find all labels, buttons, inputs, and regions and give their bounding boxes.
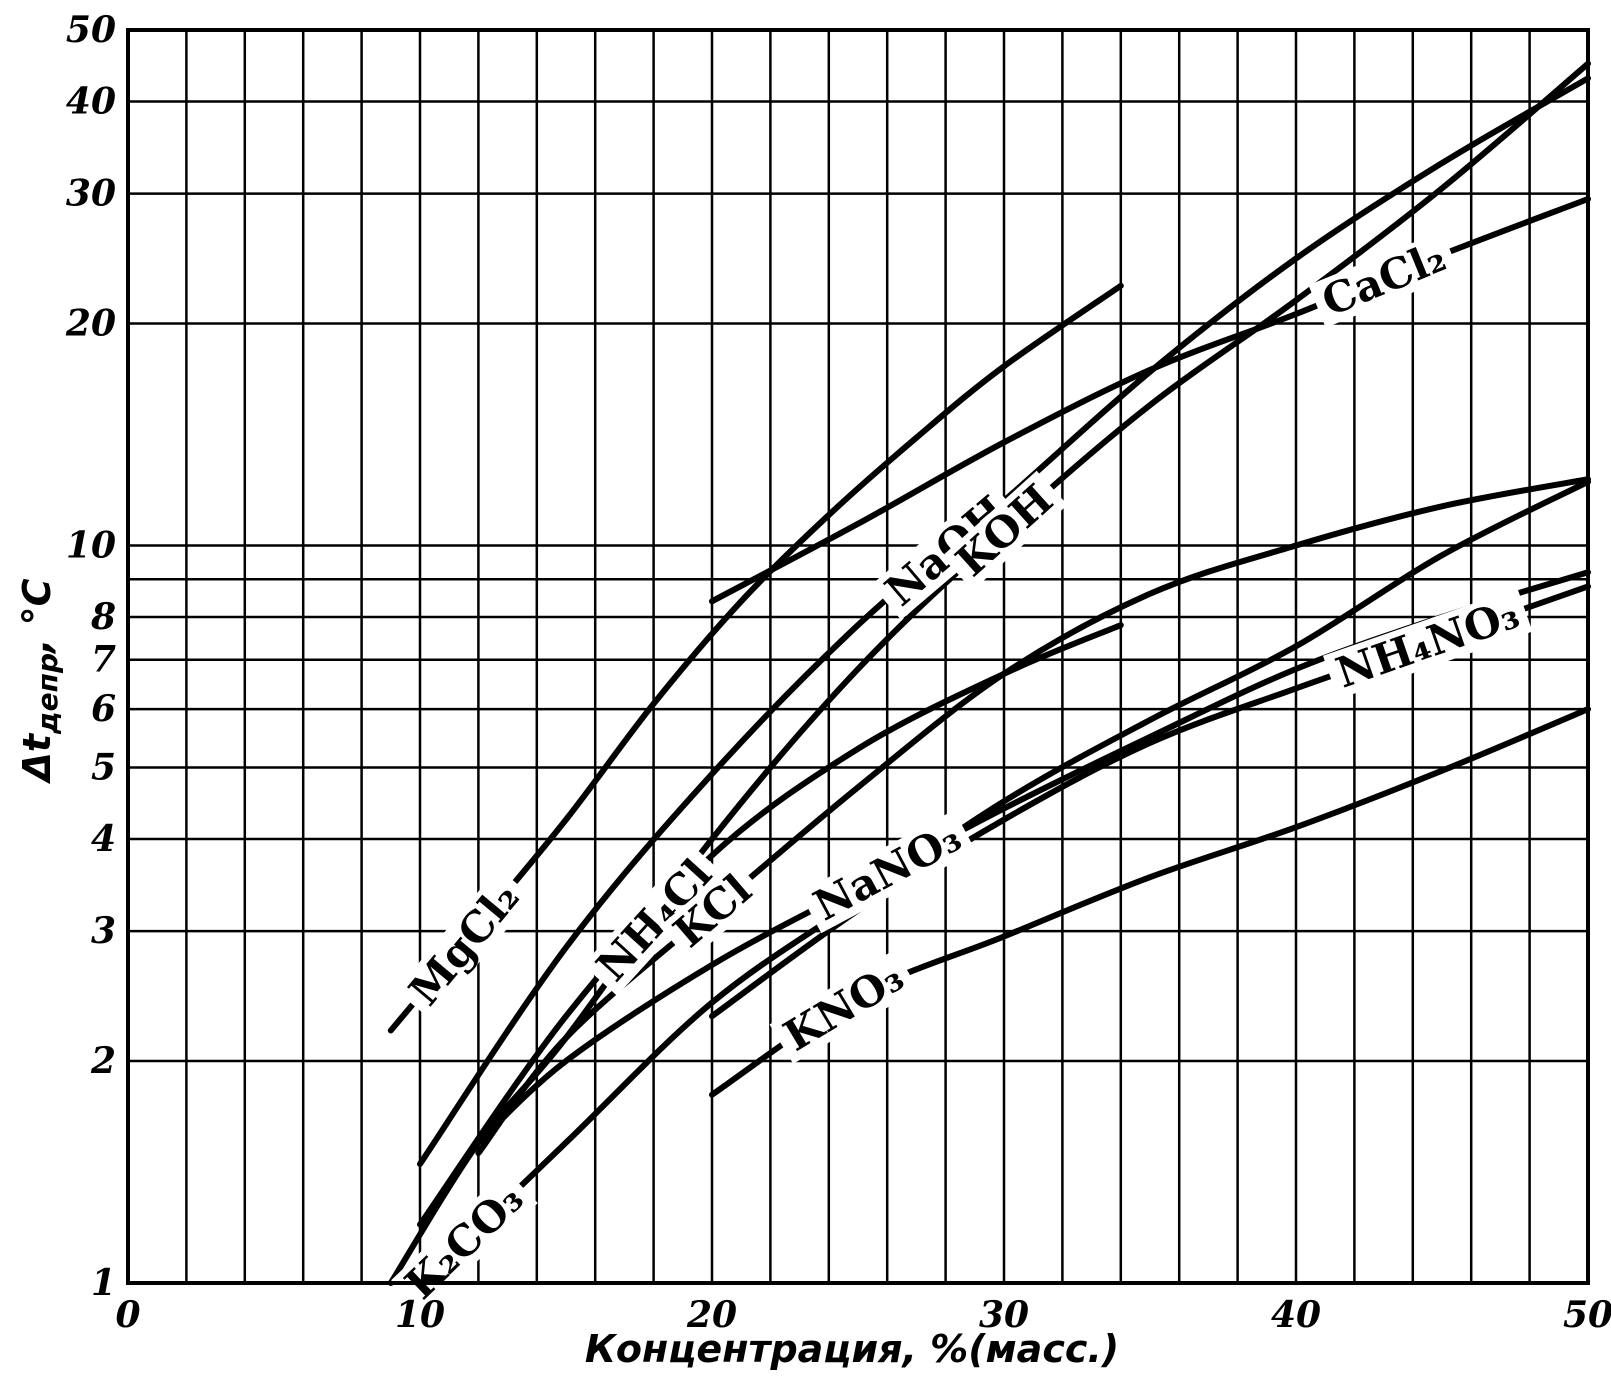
x-tick-label: 0 bbox=[115, 1294, 140, 1336]
y-tick-label: 7 bbox=[91, 639, 116, 681]
y-tick-label: 6 bbox=[91, 688, 116, 730]
y-axis-title: Δtдепр, °C bbox=[15, 578, 64, 784]
y-tick-label: 10 bbox=[66, 524, 116, 566]
y-tick-label: 4 bbox=[91, 818, 116, 860]
series-label-background bbox=[1322, 588, 1533, 700]
y-tick-label: 8 bbox=[90, 596, 116, 638]
x-tick-label: 20 bbox=[686, 1294, 737, 1336]
x-tick-label: 50 bbox=[1563, 1294, 1611, 1336]
series-label-background bbox=[582, 844, 726, 996]
y-tick-label: 1 bbox=[91, 1262, 116, 1304]
series-label-background bbox=[769, 949, 919, 1064]
x-axis-title: Концентрация, %(масс.) bbox=[585, 1327, 1119, 1371]
series-label-background bbox=[871, 482, 1022, 620]
series-label-background bbox=[1308, 230, 1460, 328]
y-axis-title-symbol: Δt bbox=[15, 732, 59, 784]
y-axis-title-unit: , °C bbox=[15, 578, 59, 655]
x-tick-label: 40 bbox=[1271, 1294, 1321, 1336]
series-label-background bbox=[395, 867, 534, 1020]
y-tick-label: 50 bbox=[66, 9, 116, 51]
series-label-background bbox=[659, 860, 766, 962]
series-line bbox=[475, 476, 1591, 1157]
series-label-background bbox=[941, 470, 1068, 591]
y-tick-label: 2 bbox=[90, 1040, 116, 1082]
y-axis-title-subscript: депр bbox=[31, 653, 64, 735]
series-label-background bbox=[799, 810, 976, 934]
tick-labels: 0 10 20 30 40 50 1 2 3 4 5 6 78 10 20 30 40 50 bbox=[65, 9, 1611, 1336]
series-label: KNO₃ bbox=[775, 952, 912, 1061]
series-label: CaCl₂ bbox=[1315, 232, 1452, 326]
series-line bbox=[709, 196, 1591, 605]
series-label-group: K₂CO₃ bbox=[391, 1169, 538, 1314]
plot-frame bbox=[126, 28, 1590, 1285]
x-tick-label: 10 bbox=[395, 1294, 445, 1336]
series-label-group: CaCl₂ bbox=[1308, 230, 1460, 328]
series-line bbox=[417, 478, 1591, 1286]
series-label-background bbox=[391, 1169, 538, 1314]
x-tick-label: 30 bbox=[979, 1294, 1029, 1336]
series-label-group: MgCl₂ bbox=[395, 867, 534, 1020]
y-tick-label: 3 bbox=[91, 910, 116, 952]
y-tick-label: 20 bbox=[65, 302, 116, 344]
y-tick-label: 40 bbox=[66, 80, 116, 122]
series-label-group: KNO₃ bbox=[769, 949, 919, 1064]
y-tick-label: 30 bbox=[66, 173, 116, 215]
y-tick-label: 5 bbox=[91, 747, 116, 789]
curve-labels: NaOHKOHMgCl₂CaCl₂NH₄ClKClK₂CO₃NaNO₃NH₄NO… bbox=[391, 230, 1533, 1314]
